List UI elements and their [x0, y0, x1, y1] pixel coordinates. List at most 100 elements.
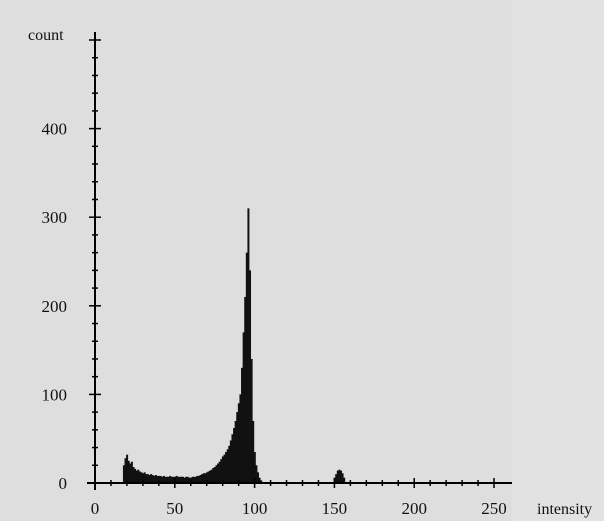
histogram-bar [201, 474, 204, 483]
histogram-bar [205, 472, 208, 483]
histogram-bar [242, 332, 245, 483]
histogram-bar [225, 451, 228, 483]
histogram-bar [170, 476, 173, 483]
histogram-bar [134, 468, 137, 483]
histogram-bar [142, 473, 145, 483]
histogram-bar [166, 476, 169, 483]
histogram-bar [250, 358, 253, 483]
histogram-bar [226, 449, 229, 483]
histogram-bar [220, 459, 223, 483]
x-tick-label: 250 [481, 499, 507, 518]
histogram-bar [186, 476, 189, 483]
histogram-bar [129, 463, 132, 483]
histogram-bar [257, 472, 259, 483]
histogram-bar [260, 480, 263, 483]
histogram-bar [145, 474, 148, 483]
histogram-bar [236, 412, 239, 483]
histogram-bar [132, 467, 135, 483]
y-axis-title: count [28, 27, 64, 44]
histogram-bar [151, 475, 154, 483]
histogram-bar [124, 458, 127, 483]
histogram-bar [249, 270, 252, 483]
histogram-bar [229, 440, 232, 483]
histogram-bar [231, 434, 234, 483]
y-tick-label: 400 [42, 120, 68, 139]
y-tick-label: 0 [59, 474, 68, 493]
histogram-bar [252, 420, 255, 483]
histogram-bar [127, 460, 130, 483]
histogram-bar [199, 475, 202, 483]
histogram-bar [196, 475, 199, 483]
x-tick-label: 150 [322, 499, 348, 518]
x-tick-label: 50 [166, 499, 183, 518]
histogram-bar [167, 476, 170, 483]
y-tick-label: 200 [42, 297, 68, 316]
histogram-bar [234, 420, 237, 483]
histogram-bar [244, 296, 247, 483]
histogram-bar [338, 469, 341, 483]
histogram-bar [241, 367, 244, 483]
y-axis-ticks: 0 100 200 300 400 [42, 39, 101, 493]
histogram-bar [223, 454, 226, 483]
histogram-bars [122, 208, 346, 483]
histogram-bar [122, 465, 125, 483]
histogram-bar [156, 475, 159, 483]
x-axis-title: intensity [537, 501, 592, 518]
histogram-bar [217, 463, 220, 483]
histogram-bar [207, 471, 210, 483]
histogram-bar [158, 475, 161, 483]
histogram-bar [137, 469, 140, 483]
histogram-bar [218, 461, 221, 483]
histogram-bar [162, 475, 165, 483]
histogram-bar [197, 475, 200, 483]
histogram-bar [154, 475, 157, 483]
histogram-bar [164, 476, 167, 483]
histogram-bar [181, 476, 184, 483]
histogram-bar [209, 470, 212, 483]
histogram-bar [221, 456, 224, 483]
x-tick-label: 0 [91, 499, 100, 518]
histogram-bar [153, 475, 156, 483]
histogram-bar [175, 475, 178, 483]
histogram-bar [180, 476, 183, 483]
histogram-bar [138, 471, 141, 483]
histogram-bar [126, 454, 129, 483]
histogram-bar [146, 474, 149, 483]
histogram-bar [140, 472, 143, 483]
histogram-bar [237, 403, 240, 483]
histogram-bar [185, 476, 188, 483]
histogram-bar [213, 467, 216, 483]
histogram-bar [336, 470, 339, 483]
histogram-bar [253, 451, 256, 483]
histogram-bar [183, 477, 186, 483]
histogram-bar [169, 475, 172, 483]
histogram-bar [150, 474, 153, 483]
histogram-bar [202, 473, 205, 483]
histogram-bar [341, 473, 344, 483]
histogram-bar [215, 465, 218, 483]
histogram-bar [339, 470, 342, 483]
histogram-bar [159, 475, 162, 483]
histogram-bar [177, 476, 180, 483]
histogram-bar [233, 428, 236, 483]
histogram-bar [178, 476, 181, 483]
x-tick-label: 100 [242, 499, 268, 518]
histogram-bar [193, 476, 196, 483]
histogram-bar [247, 208, 250, 483]
y-tick-label: 300 [42, 208, 68, 227]
histogram-bar [130, 461, 133, 483]
histogram-bar [228, 445, 231, 483]
histogram-bar [143, 472, 146, 483]
histogram-bar [194, 476, 197, 483]
histogram-bar [245, 252, 248, 483]
y-tick-label: 100 [42, 385, 68, 404]
x-axis-ticks: 0 50 100 150 200 250 [91, 478, 507, 518]
histogram-bar [161, 476, 164, 483]
histogram-bar [172, 476, 175, 483]
plot-paper [0, 0, 512, 521]
histogram-bar [210, 469, 213, 483]
histogram-bar [239, 394, 242, 483]
histogram-bar [212, 467, 215, 483]
histogram-bar [204, 473, 207, 483]
